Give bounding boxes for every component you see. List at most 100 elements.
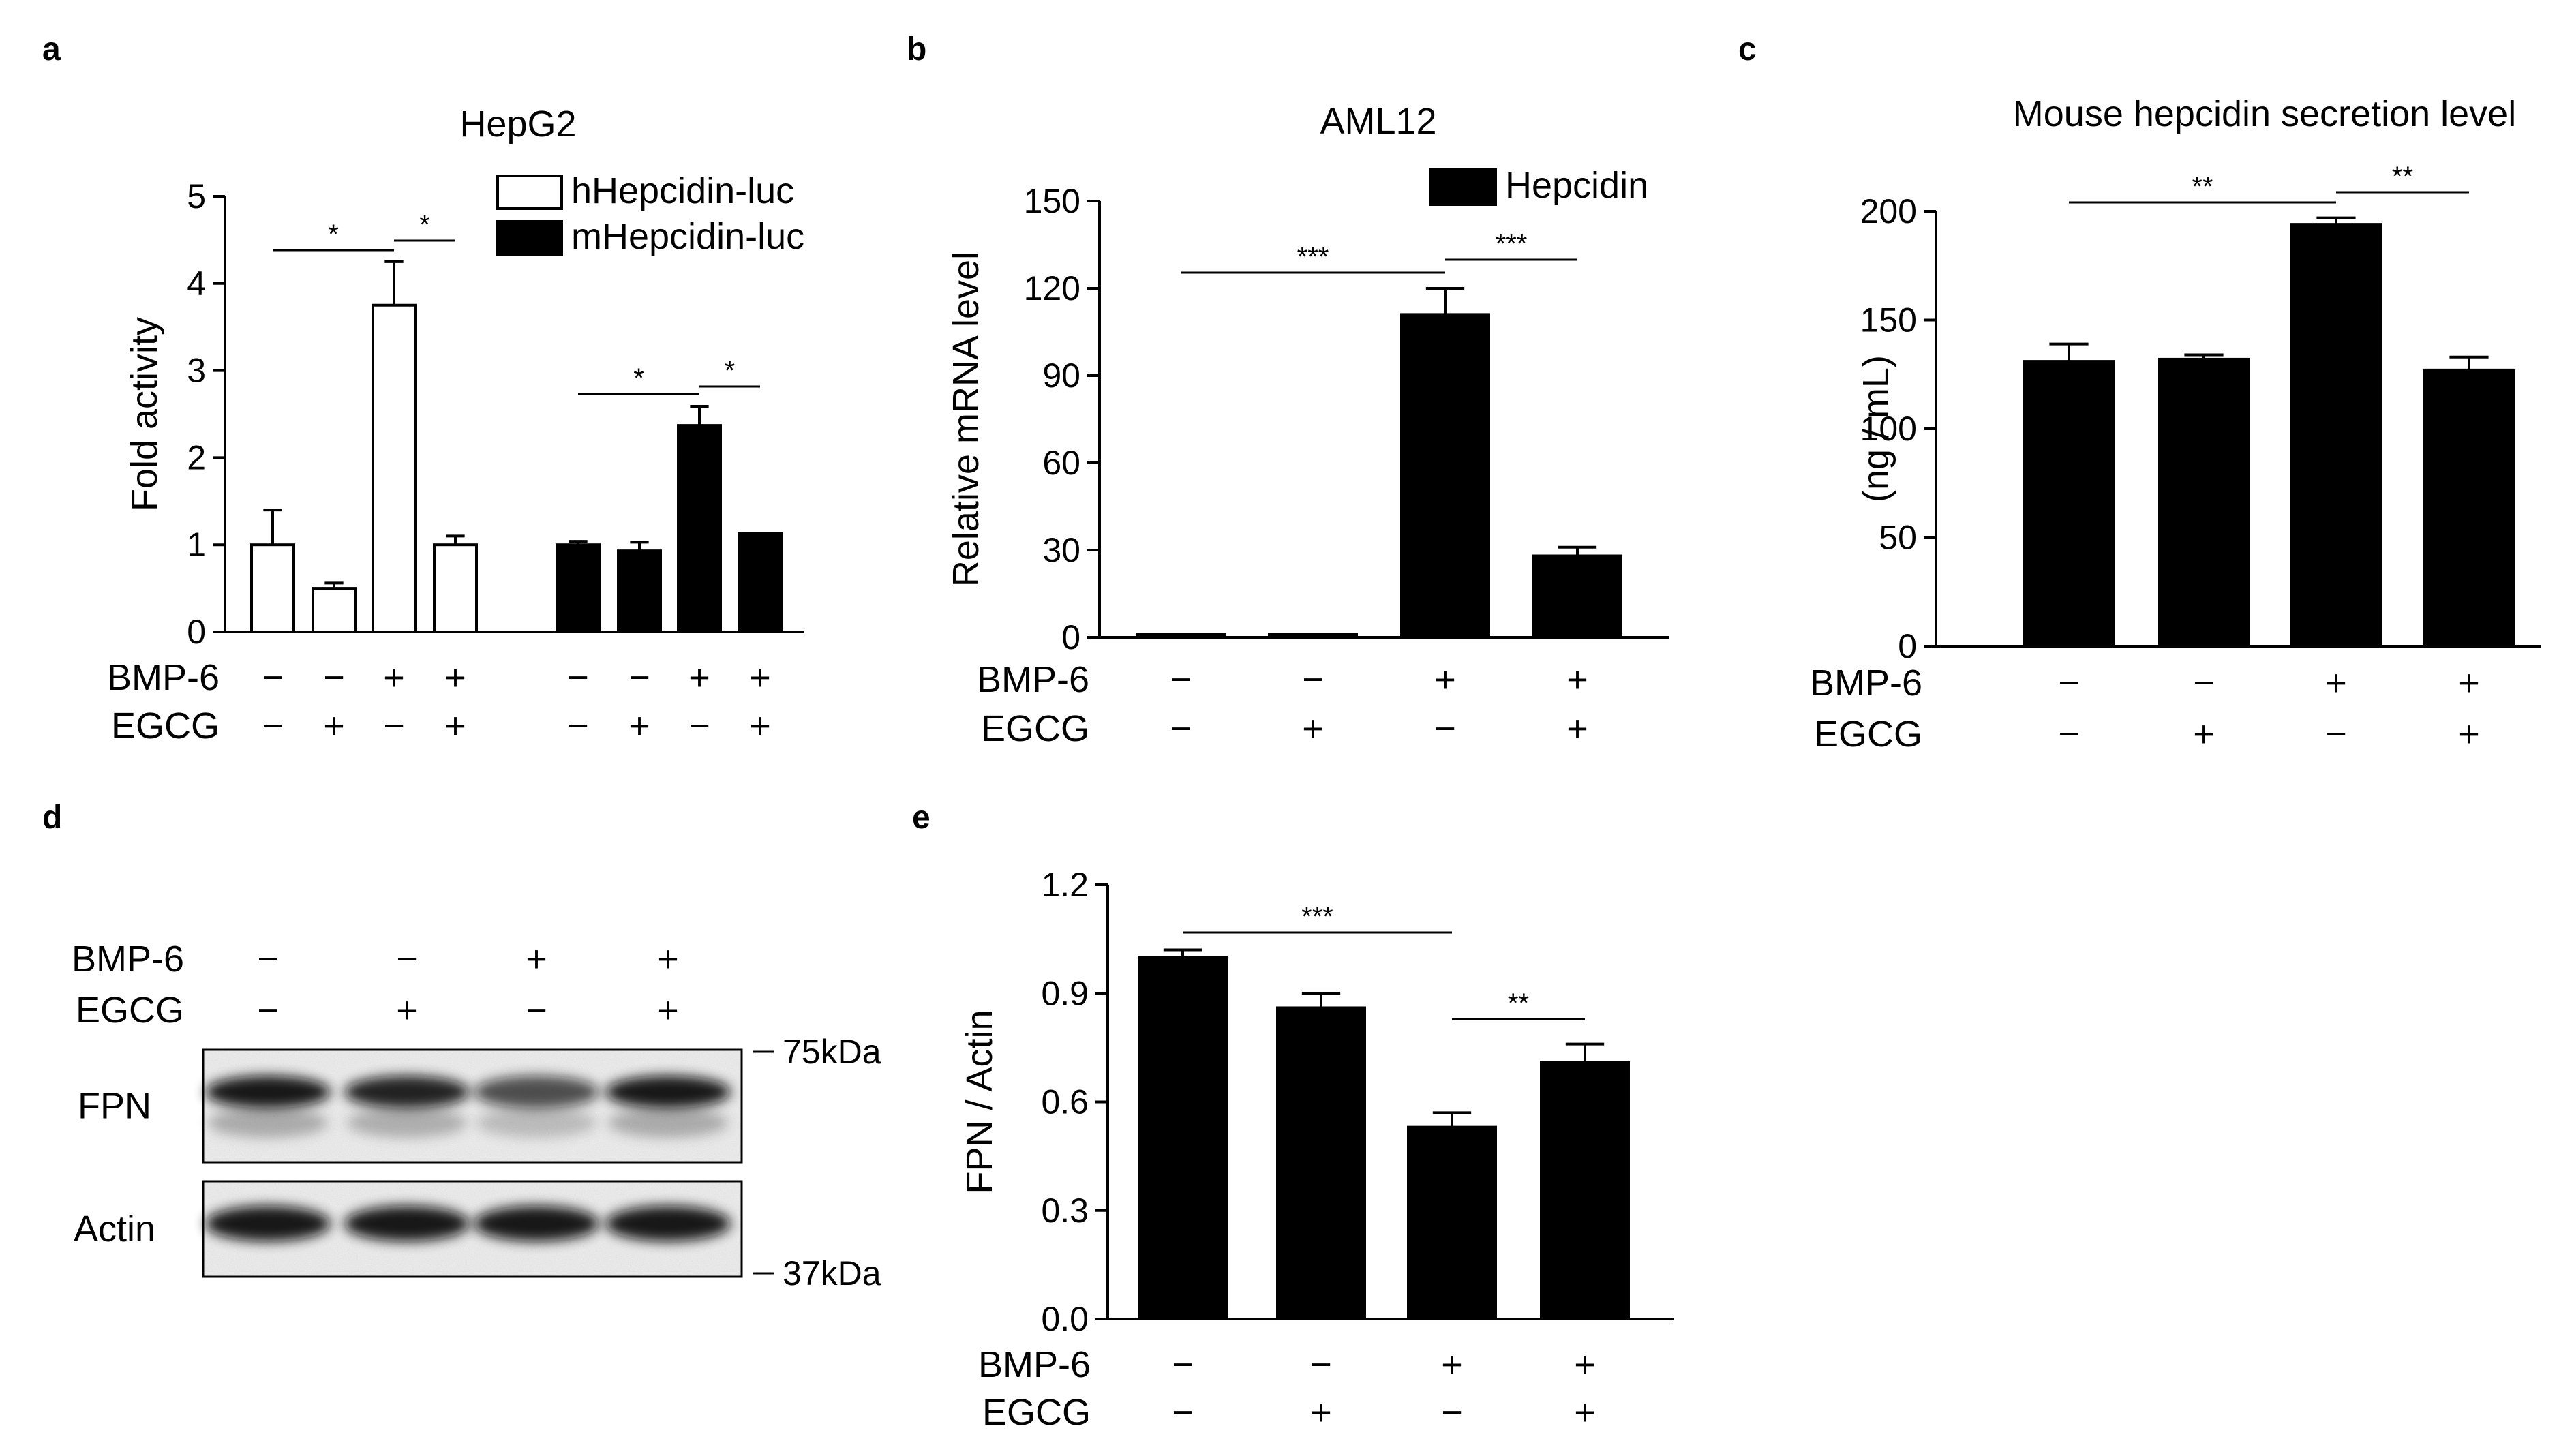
y-axis-title: Fold activity — [124, 317, 165, 511]
condition-sign: − — [257, 990, 279, 1031]
y-tick-label: 150 — [1024, 182, 1080, 220]
condition-sign: + — [2325, 663, 2347, 703]
condition-sign: − — [1434, 708, 1456, 749]
condition-sign: + — [2193, 714, 2215, 755]
significance-label: ** — [1508, 988, 1529, 1018]
panel-b-label: b — [907, 31, 926, 67]
condition-label: BMP-6 — [1810, 663, 1922, 703]
y-tick-label: 1 — [187, 526, 206, 564]
panel-a: a 0 1 2 3 4 5 Fold activity HepG2 * * * * BMP-6 EGCG −… — [42, 31, 804, 746]
significance-label: *** — [1297, 242, 1329, 272]
condition-sign: + — [444, 706, 466, 746]
condition-sign: + — [749, 657, 771, 698]
bar — [1268, 633, 1358, 639]
bar — [1400, 313, 1490, 639]
condition-sign: − — [688, 706, 710, 746]
condition-sign: − — [262, 657, 284, 698]
condition-sign: + — [2458, 714, 2480, 755]
condition-label: EGCG — [1814, 714, 1922, 755]
y-tick-label: 0 — [187, 613, 206, 651]
bar — [617, 549, 662, 633]
condition-sign: − — [1310, 1344, 1332, 1385]
condition-label: EGCG — [982, 1392, 1091, 1433]
condition-sign: − — [1441, 1392, 1463, 1433]
condition-sign: + — [323, 706, 345, 746]
condition-label: BMP-6 — [977, 659, 1089, 700]
bar — [1540, 1061, 1630, 1320]
legend-swatch-mHepcidin — [496, 220, 563, 256]
blot-band — [474, 1206, 599, 1241]
condition-label: EGCG — [111, 706, 219, 746]
significance-label: ** — [2192, 172, 2213, 202]
condition-sign: − — [2325, 714, 2347, 755]
y-tick-label: 0.9 — [1041, 974, 1089, 1012]
blot-band — [344, 1076, 470, 1108]
y-tick-label: 0.0 — [1041, 1300, 1089, 1338]
y-tick-label: 150 — [1860, 301, 1917, 339]
condition-label: EGCG — [76, 990, 184, 1031]
significance-label: ** — [2392, 162, 2413, 192]
bar — [677, 424, 722, 633]
condition-sign: − — [2193, 663, 2215, 703]
condition-sign: + — [657, 990, 679, 1031]
condition-label: BMP-6 — [978, 1344, 1091, 1385]
blot-band-smear — [608, 1108, 728, 1138]
marker-label: 75kDa — [783, 1033, 881, 1071]
blot-band — [605, 1206, 731, 1241]
condition-sign: − — [1172, 1344, 1194, 1385]
marker-label: 37kDa — [783, 1254, 881, 1292]
significance-label: * — [725, 356, 736, 386]
significance-label: * — [633, 363, 644, 393]
condition-sign: + — [1302, 708, 1324, 749]
condition-sign: − — [567, 706, 589, 746]
bar — [738, 532, 783, 633]
y-tick-label: 1.2 — [1041, 866, 1089, 904]
condition-sign: + — [1574, 1392, 1596, 1433]
condition-sign: + — [396, 990, 418, 1031]
y-axis-title: (ng / mL) — [1856, 355, 1896, 502]
blot-band — [344, 1206, 470, 1241]
bar — [372, 303, 417, 633]
condition-sign: − — [1170, 708, 1192, 749]
bar — [2023, 360, 2115, 648]
panel-e-label: e — [912, 800, 930, 836]
legend-swatch-hHepcidin — [496, 175, 563, 210]
condition-sign: + — [1441, 1344, 1463, 1385]
condition-sign: − — [2058, 714, 2080, 755]
bar — [556, 543, 601, 634]
y-tick-label: 0 — [1898, 627, 1917, 665]
condition-label: BMP-6 — [72, 939, 184, 980]
bar — [2158, 357, 2250, 648]
y-tick-label: 120 — [1024, 269, 1080, 307]
bar — [312, 587, 357, 633]
bar — [433, 543, 478, 634]
panel-d: d BMP-6 EGCG − − + + − + − + FPN Actin 75kDa 37kDa — [42, 800, 881, 1292]
condition-sign: + — [1434, 659, 1456, 700]
y-tick-label: 200 — [1860, 192, 1917, 230]
bar — [1407, 1125, 1497, 1320]
condition-sign: − — [629, 657, 650, 698]
condition-sign: + — [2458, 663, 2480, 703]
bar — [1532, 554, 1622, 639]
y-axis-title: FPN / Actin — [959, 1010, 1000, 1194]
y-tick-label: 50 — [1879, 519, 1917, 557]
condition-sign: + — [1566, 659, 1588, 700]
chart-title: Mouse hepcidin secretion level — [2013, 93, 2516, 134]
legend-label: mHepcidin-luc — [571, 216, 804, 257]
blot-band — [474, 1076, 599, 1108]
condition-sign: − — [526, 990, 547, 1031]
condition-sign: − — [383, 706, 405, 746]
condition-sign: − — [567, 657, 589, 698]
y-tick-label: 2 — [187, 438, 206, 476]
bar — [250, 543, 295, 634]
condition-sign: − — [1172, 1392, 1194, 1433]
y-tick-label: 100 — [1860, 410, 1917, 448]
y-tick-label: 0.6 — [1041, 1083, 1089, 1121]
legend-label: Hepcidin — [1505, 165, 1648, 206]
blot-band-smear — [208, 1108, 328, 1138]
condition-sign: − — [257, 939, 279, 980]
significance-label: * — [328, 219, 339, 249]
condition-sign: + — [1310, 1392, 1332, 1433]
panel-d-label: d — [42, 800, 62, 836]
